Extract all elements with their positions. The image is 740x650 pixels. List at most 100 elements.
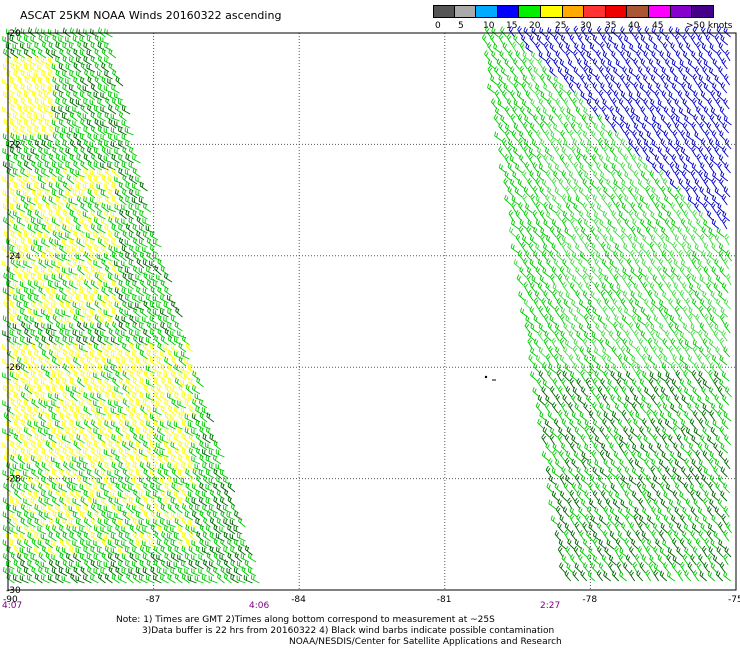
wind-barb [717,161,723,174]
wind-barb [107,315,117,325]
wind-barb [523,257,530,270]
wind-barb [108,440,117,451]
wind-barb [494,131,503,142]
wind-barb [696,41,702,54]
wind-barb [209,434,218,444]
wind-barb [104,420,113,430]
wind-barb [139,251,148,262]
wind-barb [125,433,134,444]
wind-barb [20,503,29,514]
wind-barb [121,315,131,325]
wind-barb [9,371,19,381]
wind-barb [682,506,690,518]
wind-barb [612,114,620,126]
wind-barb [68,42,78,52]
wind-barb [129,188,138,199]
wind-barb [69,280,78,290]
wind-barb [518,225,525,238]
wind-barb [34,321,43,332]
wind-barb [136,286,145,297]
wind-barb [97,293,106,304]
wind-barb [620,297,627,310]
wind-barb [66,90,75,101]
wind-barb [554,322,563,334]
wind-barb [156,357,166,367]
wind-barb [185,468,194,479]
wind-barb [206,566,215,577]
wind-barb [132,377,141,388]
wind-barb [634,257,642,270]
wind-barb [545,282,553,294]
wind-barb [23,455,33,465]
wind-barb [9,162,19,171]
wind-barb [68,225,78,234]
wind-barb [572,386,580,398]
wind-barb [159,308,169,318]
wind-barb [554,530,562,542]
wind-barb [180,477,190,486]
wind-barb [108,188,117,199]
wind-barb [34,475,43,486]
wind-barb [111,293,120,304]
wind-barb [117,365,127,374]
wind-barb [233,539,243,549]
wind-barb [73,76,82,87]
wind-barb [683,163,691,174]
wind-barb [657,146,665,158]
wind-barb [44,302,54,311]
wind-barb [84,69,92,80]
legend-label: 15 [506,21,518,31]
wind-barb [80,440,89,451]
wind-barb [97,153,106,164]
wind-barb [697,258,705,270]
wind-barb [59,328,68,339]
wind-barb [521,99,530,110]
wind-barb [54,281,64,290]
wind-barb [565,185,571,198]
wind-barb [698,530,706,542]
wind-barb [578,282,585,294]
wind-barb [649,371,658,382]
wind-barb [653,226,661,238]
wind-barb [94,48,103,59]
wind-barb [139,307,148,318]
wind-barb [666,121,674,134]
wind-barb [636,369,642,382]
wind-barb [250,574,260,584]
wind-barb [9,203,19,213]
wind-barb [153,391,162,402]
wind-barb [645,226,653,238]
wind-barb [76,461,85,472]
wind-barb [103,309,113,318]
wind-barb [542,107,551,118]
wind-barb [79,539,89,549]
wind-barb [596,297,603,310]
legend-label: 5 [458,21,464,31]
wind-barb [621,409,628,422]
wind-barb [671,515,679,526]
wind-barb [507,98,514,110]
wind-barb [76,139,85,150]
wind-barb [167,420,176,430]
wind-barb [504,170,513,182]
wind-barb [244,545,253,556]
wind-barb [603,186,611,198]
wind-barb [584,241,591,254]
wind-barb [54,364,64,374]
wind-barb [76,490,85,500]
wind-barb [72,120,82,129]
wind-barb [676,522,684,534]
wind-barb [163,568,173,577]
wind-barb [174,321,183,332]
wind-barb [584,443,593,454]
wind-barb [41,70,50,80]
wind-barb [213,524,222,535]
wind-barb [12,463,22,472]
wind-barb [651,50,659,62]
wind-barb [38,552,47,563]
wind-barb [653,545,660,558]
island-dot [484,375,488,379]
wind-barb [561,217,568,230]
wind-barb [125,196,134,206]
